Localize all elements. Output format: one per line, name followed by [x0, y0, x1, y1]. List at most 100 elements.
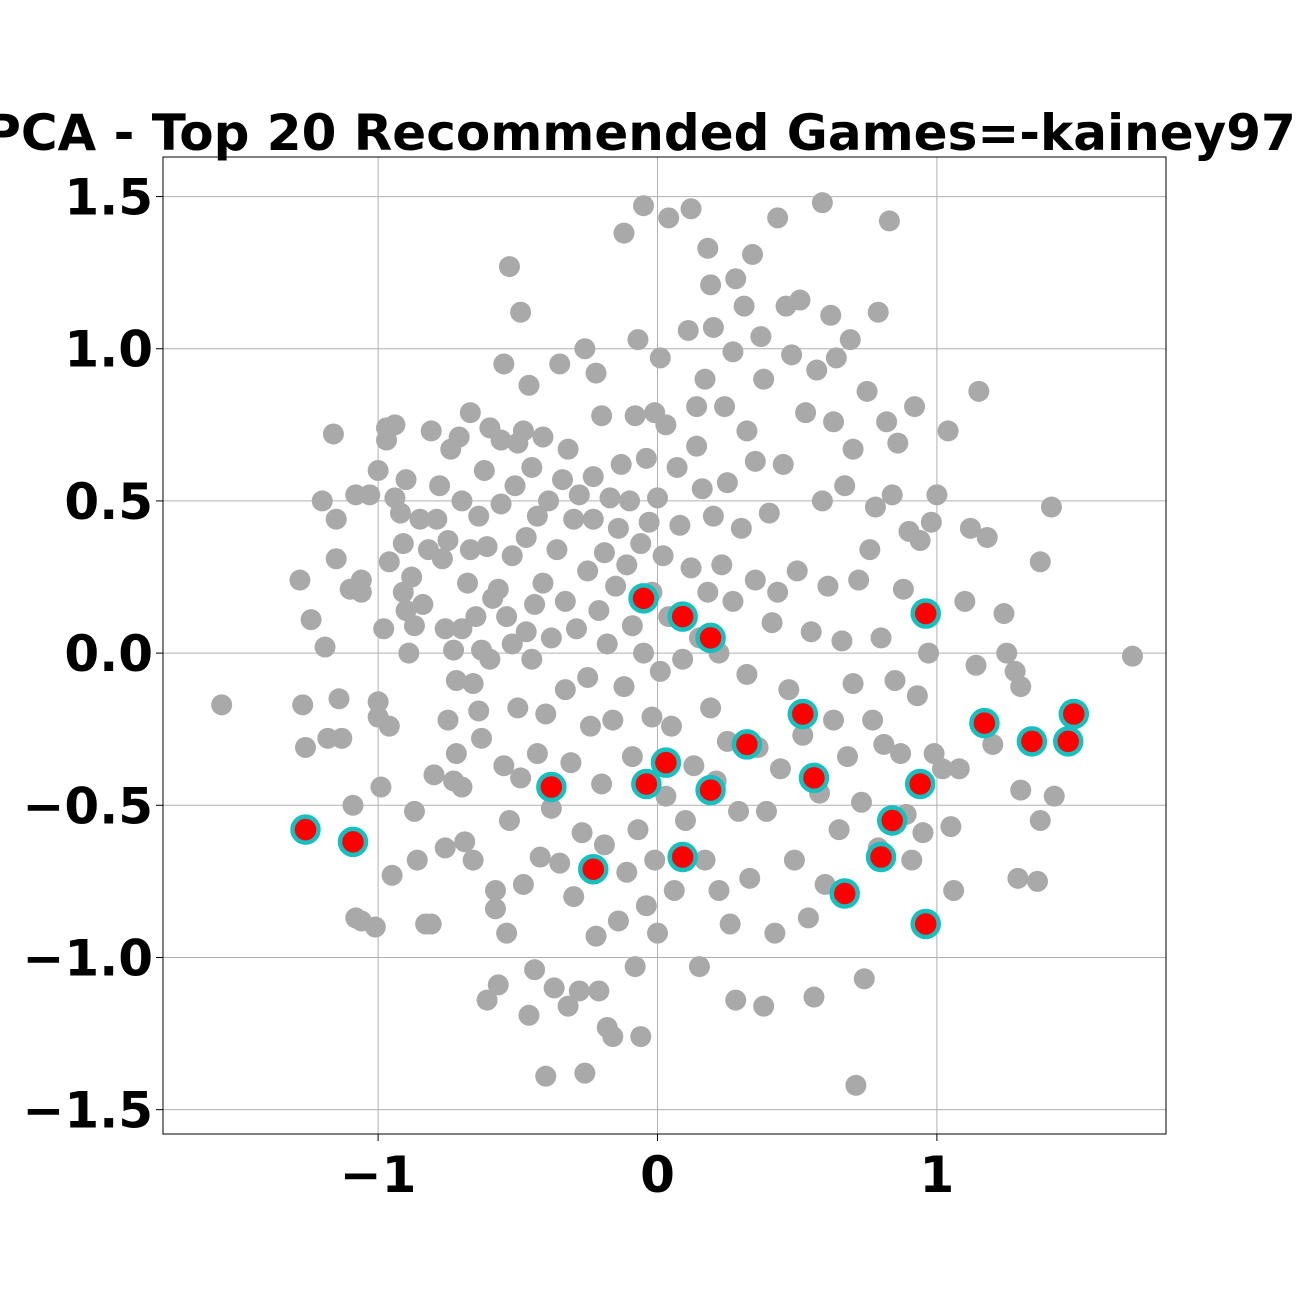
recommended-games-points — [290, 583, 1090, 940]
game-point — [655, 785, 677, 807]
game-point — [454, 831, 476, 853]
game-point — [627, 329, 649, 351]
game-point — [540, 627, 562, 649]
game-point — [373, 618, 395, 640]
game-point — [462, 673, 484, 695]
game-point — [585, 925, 607, 947]
recommended-game-point — [1016, 726, 1048, 757]
game-point — [652, 545, 674, 567]
game-point — [635, 447, 657, 469]
game-point — [624, 956, 646, 978]
game-point — [412, 593, 434, 615]
game-point — [593, 834, 615, 856]
recommended-game-point — [578, 853, 609, 885]
game-point — [867, 301, 889, 323]
game-point — [700, 274, 722, 296]
game-point — [663, 880, 685, 902]
game-point — [630, 1026, 652, 1048]
game-point — [434, 618, 456, 640]
game-point — [378, 715, 400, 737]
game-point — [767, 207, 789, 229]
game-point — [518, 374, 540, 396]
game-point — [328, 688, 350, 710]
game-point — [504, 475, 526, 497]
game-point — [912, 822, 934, 844]
y-tick-label: −1.0 — [23, 929, 153, 987]
game-point — [686, 396, 708, 418]
game-point — [806, 359, 828, 381]
recommended-game-point — [695, 774, 726, 806]
game-point — [800, 621, 822, 643]
game-point — [959, 517, 981, 539]
game-point — [487, 974, 509, 996]
game-point — [845, 1074, 867, 1096]
game-point — [403, 800, 425, 822]
recommended-game-point — [829, 878, 860, 909]
game-point — [736, 420, 758, 442]
game-point — [633, 642, 655, 664]
game-point — [420, 913, 442, 935]
game-point — [403, 615, 425, 637]
game-point — [451, 618, 473, 640]
game-point — [853, 968, 875, 990]
game-point — [968, 380, 990, 402]
game-point — [694, 368, 716, 390]
game-point — [613, 676, 635, 698]
game-point — [607, 517, 629, 539]
game-point — [884, 670, 906, 692]
game-point — [577, 666, 599, 688]
game-point — [538, 490, 560, 512]
game-point — [493, 353, 515, 375]
recommended-game-point — [290, 814, 321, 845]
game-point — [881, 484, 903, 506]
game-point — [702, 316, 724, 338]
game-point — [532, 426, 554, 448]
game-point — [764, 922, 786, 944]
recommended-game-point — [969, 707, 1000, 739]
game-point — [605, 575, 627, 597]
game-point — [948, 758, 970, 780]
game-point — [856, 380, 878, 402]
game-point — [437, 709, 459, 731]
game-point — [918, 642, 940, 664]
game-point — [940, 816, 962, 838]
recommended-game-point — [628, 583, 659, 614]
game-point — [588, 599, 610, 621]
game-point — [554, 679, 576, 701]
game-point — [878, 210, 900, 232]
x-tick-label: 1 — [920, 1146, 955, 1204]
game-point — [904, 396, 926, 418]
game-point — [459, 402, 481, 424]
game-point — [795, 402, 817, 424]
game-point — [976, 526, 998, 548]
game-point — [649, 347, 671, 369]
game-point — [1040, 496, 1062, 518]
game-point — [767, 581, 789, 603]
game-point — [1026, 870, 1048, 892]
game-point — [568, 980, 590, 1002]
game-point — [781, 344, 803, 366]
game-point — [401, 566, 423, 588]
game-point — [647, 922, 669, 944]
game-point — [649, 660, 671, 682]
game-point — [493, 755, 515, 777]
game-point — [384, 414, 406, 436]
game-point — [635, 895, 657, 917]
game-point — [596, 633, 618, 655]
game-point — [429, 475, 451, 497]
game-point — [697, 237, 719, 259]
game-point — [445, 743, 467, 765]
game-point — [954, 590, 976, 612]
game-point — [607, 910, 629, 932]
game-point — [702, 505, 724, 527]
game-point — [431, 548, 453, 570]
game-point — [931, 758, 953, 780]
recommended-game-point — [865, 841, 897, 873]
game-point — [359, 484, 381, 506]
game-point — [526, 505, 548, 527]
recommended-game-point — [536, 771, 567, 803]
game-point — [753, 995, 775, 1017]
game-point — [599, 487, 621, 509]
game-point — [887, 432, 909, 454]
game-point — [498, 810, 520, 832]
